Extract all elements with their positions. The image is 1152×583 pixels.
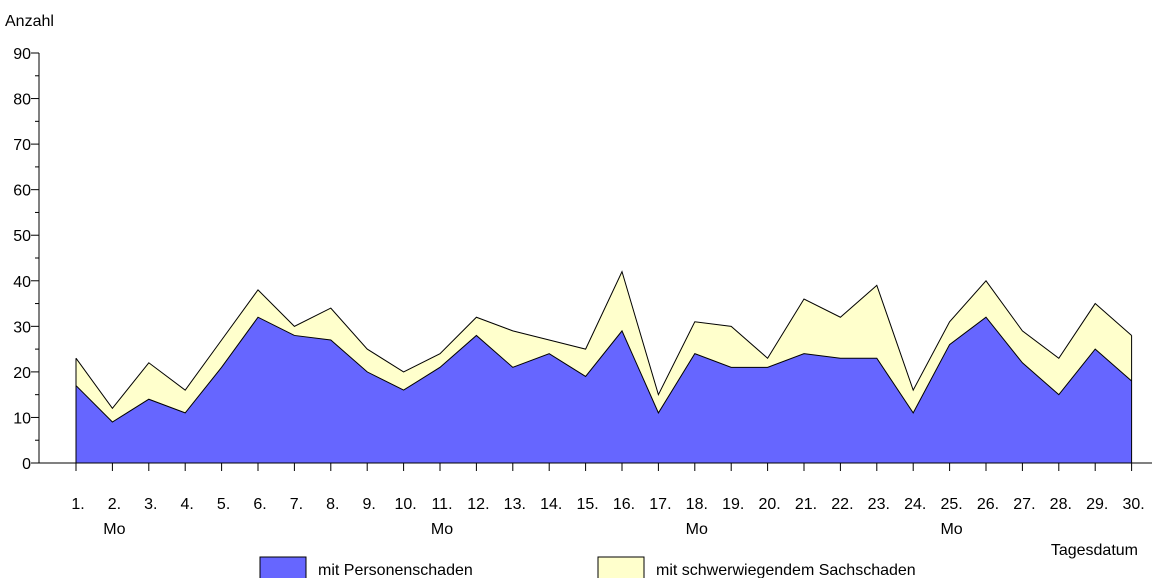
x-tick-label: 9. bbox=[363, 496, 376, 513]
legend-swatch-personenschaden bbox=[259, 556, 307, 582]
legend-label-sachschaden: mit schwerwiegendem Sachschaden bbox=[656, 562, 916, 578]
x-tick-label: 20. bbox=[758, 496, 780, 513]
y-tick-label: 0 bbox=[22, 456, 31, 473]
x-tick-label: 6. bbox=[253, 496, 266, 513]
x-tick-label: 1. bbox=[71, 496, 84, 513]
x-tick-label: 29. bbox=[1086, 496, 1108, 513]
x-tick-label: 12. bbox=[467, 496, 489, 513]
area-layer bbox=[75, 270, 1133, 463]
weekday-label: Mo bbox=[940, 521, 962, 538]
x-tick-label: 23. bbox=[868, 496, 890, 513]
x-tick-label: 24. bbox=[904, 496, 926, 513]
x-tick-label: 27. bbox=[1013, 496, 1035, 513]
y-tick-label: 90 bbox=[13, 46, 31, 63]
x-axis-label: Tagesdatum bbox=[1051, 542, 1138, 559]
legend-swatch-sachschaden bbox=[597, 556, 645, 582]
x-tick-label: 26. bbox=[977, 496, 999, 513]
y-axis-label: Anzahl bbox=[5, 13, 54, 30]
line-personenschaden bbox=[75, 316, 1132, 423]
x-tick-label: 30. bbox=[1122, 496, 1144, 513]
y-tick-label: 10 bbox=[13, 410, 31, 427]
axes-layer: 0 10 20 30 40 50 60 70 80 90 1. 2. Mo 3. 4. 5. 6. 7. 8. 9. 1… bbox=[13, 46, 1152, 538]
legend: mit Personenschaden mit schwerwiegendem … bbox=[259, 556, 916, 582]
x-tick-label: 14. bbox=[540, 496, 562, 513]
x-tick-label: 15. bbox=[576, 496, 598, 513]
y-tick-label: 70 bbox=[13, 137, 31, 154]
x-tick-label: 16. bbox=[613, 496, 635, 513]
weekday-label: Mo bbox=[686, 521, 708, 538]
x-tick-label: 18. bbox=[686, 496, 708, 513]
weekday-label: Mo bbox=[431, 521, 453, 538]
weekday-label: Mo bbox=[103, 521, 125, 538]
x-tick-label: 3. bbox=[144, 496, 157, 513]
x-tick-label: 5. bbox=[217, 496, 230, 513]
y-tick-label: 20 bbox=[13, 365, 31, 382]
x-tick-label: 8. bbox=[326, 496, 339, 513]
x-tick-label: 25. bbox=[940, 496, 962, 513]
x-tick-label: 28. bbox=[1050, 496, 1072, 513]
y-tick-label: 30 bbox=[13, 319, 31, 336]
y-tick-label: 80 bbox=[13, 92, 31, 109]
line-total bbox=[75, 270, 1132, 410]
legend-label-personenschaden: mit Personenschaden bbox=[318, 562, 473, 578]
x-tick-label: 11. bbox=[431, 496, 452, 513]
area-sachschaden bbox=[76, 271, 1132, 422]
y-tick-label: 60 bbox=[13, 183, 31, 200]
area-personenschaden bbox=[76, 317, 1132, 463]
x-tick-label: 10. bbox=[394, 496, 416, 513]
x-tick-label: 19. bbox=[722, 496, 744, 513]
x-tick-label: 22. bbox=[831, 496, 853, 513]
x-tick-label: 2. bbox=[108, 496, 121, 513]
y-tick-label: 50 bbox=[13, 228, 31, 245]
y-tick-label: 40 bbox=[13, 274, 31, 291]
x-tick-label: 13. bbox=[504, 496, 526, 513]
x-tick-label: 21. bbox=[795, 496, 817, 513]
x-tick-label: 17. bbox=[649, 496, 671, 513]
x-tick-label: 4. bbox=[181, 496, 194, 513]
x-tick-label: 7. bbox=[290, 496, 303, 513]
